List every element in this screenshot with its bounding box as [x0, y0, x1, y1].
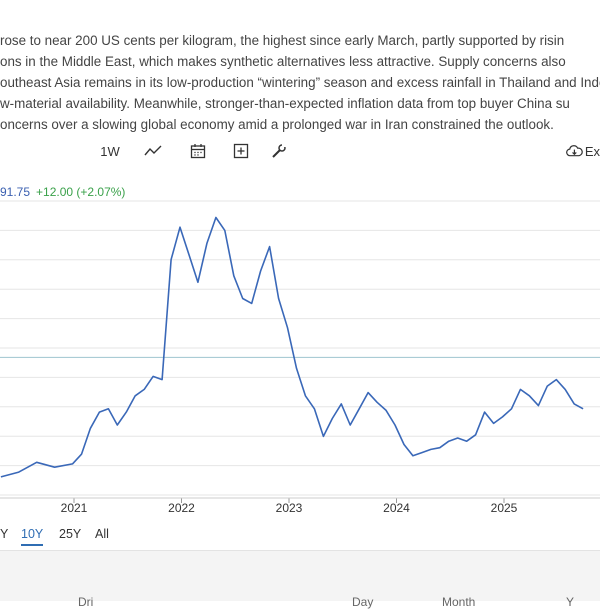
plus-box-icon[interactable]: [230, 140, 252, 162]
price-line: [0, 216, 584, 478]
price-legend: 91.75 +12.00 (+2.07%): [0, 185, 125, 199]
x-tick-label: 2021: [61, 501, 88, 515]
bottom-table-header: Dri Day Month Y: [0, 550, 600, 609]
cloud-download-icon: [566, 145, 583, 157]
article-line: ons in the Middle East, which makes synt…: [0, 54, 566, 69]
export-button[interactable]: Ex: [566, 140, 600, 162]
range-button[interactable]: Y: [0, 527, 9, 541]
table-header-cell: Day: [352, 595, 374, 609]
legend-change: +12.00 (+2.07%): [36, 185, 126, 199]
x-tick-label: 2022: [168, 501, 195, 515]
export-label: Ex: [584, 143, 600, 159]
calendar-icon[interactable]: [187, 140, 209, 162]
range-button[interactable]: All: [95, 527, 109, 541]
article-line: oncerns over a slowing global economy am…: [0, 117, 554, 132]
line-chart-icon[interactable]: [142, 140, 164, 162]
range-selector: Y 10Y 25Y All: [0, 522, 600, 546]
article-line: outheast Asia remains in its low-product…: [0, 75, 600, 90]
x-tick-label: 2025: [491, 501, 518, 515]
chart-grid: [0, 200, 600, 496]
legend-value: 91.75: [0, 185, 31, 199]
price-chart[interactable]: 2021 2022 2023 2024 2025: [0, 198, 600, 528]
table-header-cell: Month: [442, 595, 476, 609]
article-text: rose to near 200 US cents per kilogram, …: [0, 0, 600, 135]
table-header-cell: Y: [566, 595, 575, 609]
range-button-active[interactable]: 10Y: [21, 527, 44, 546]
table-header-cell: Dri: [78, 595, 94, 609]
article-line: rose to near 200 US cents per kilogram, …: [0, 33, 565, 48]
x-tick-label: 2023: [276, 501, 303, 515]
interval-button[interactable]: 1W: [100, 143, 120, 159]
range-button[interactable]: 25Y: [59, 527, 82, 541]
article-line: w-material availability. Meanwhile, stro…: [0, 96, 570, 111]
x-axis-ticks: 2021 2022 2023 2024 2025: [0, 497, 600, 515]
price-series: [0, 216, 584, 478]
x-tick-label: 2024: [383, 501, 410, 515]
chart-toolbar: 1W Ex: [0, 138, 600, 166]
wrench-icon[interactable]: [268, 140, 290, 162]
